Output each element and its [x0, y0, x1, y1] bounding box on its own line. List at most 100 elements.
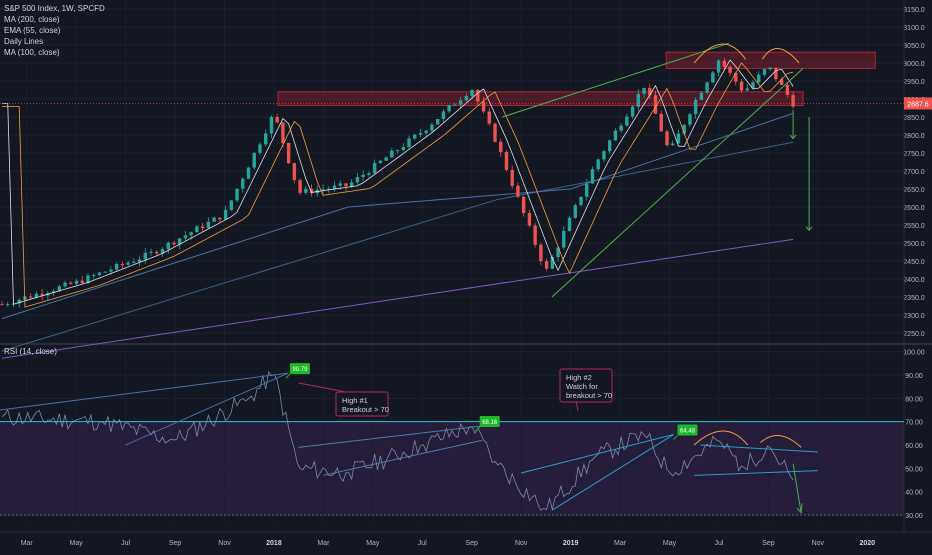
price-tick-label: 3000.0: [903, 61, 925, 68]
candle-body: [309, 188, 314, 194]
candle-body: [178, 238, 182, 245]
candle-body: [69, 282, 73, 284]
rsi-tick-label: 60.00: [905, 443, 923, 450]
price-tick-label: 3100.0: [903, 25, 925, 32]
time-tick-label: Jul: [714, 540, 723, 547]
rsi-peak-pointer: [285, 373, 291, 379]
time-tick-label: Nov: [218, 540, 231, 547]
candle-body: [378, 160, 383, 163]
ema55-line: [1, 112, 794, 320]
fast-ma-orange: [2, 62, 794, 308]
candle-body: [481, 101, 486, 112]
candle-body: [189, 232, 193, 236]
price-tick-label: 2300.0: [903, 313, 925, 320]
high2-callout-text: breakout > 70: [566, 391, 612, 400]
rsi-tick-label: 40.00: [905, 490, 923, 497]
pattern-arc-right: [761, 48, 800, 64]
candle-body: [149, 251, 153, 253]
legend-ma200: MA (200, close): [4, 15, 60, 24]
time-tick-label: May: [663, 540, 677, 547]
candle-body: [367, 173, 371, 175]
rsi-peak-pointer: [673, 435, 678, 440]
candle-body: [739, 81, 744, 91]
candle-body: [533, 225, 537, 245]
rsi-neckline: [694, 470, 818, 476]
candle-body: [126, 262, 130, 265]
candle-body: [338, 183, 342, 186]
candle-body: [183, 235, 188, 239]
candle-body: [212, 217, 216, 222]
candle-body: [521, 196, 526, 214]
candle-body: [510, 169, 514, 186]
rsi-peak-badge: [479, 415, 500, 427]
candle-body: [321, 189, 325, 191]
candle-body: [711, 72, 715, 83]
rsi-down-arrow: [792, 463, 802, 513]
legend-ma100: MA (100, close): [4, 48, 60, 57]
rsi-peak-badge: [677, 424, 698, 436]
candle-body: [682, 124, 686, 134]
candle-body: [401, 146, 405, 151]
short-projection-arrowhead: [789, 134, 797, 140]
candle-body: [413, 134, 417, 139]
candle-body: [435, 119, 440, 125]
candle-body: [28, 296, 33, 298]
candle-body: [218, 217, 222, 220]
candle-body: [246, 167, 251, 179]
high1-callout-box: [335, 391, 389, 417]
candle-body: [630, 106, 635, 117]
rsi-peak-label: 64.48: [680, 429, 696, 435]
candle-body: [458, 100, 463, 105]
candle-body: [304, 188, 308, 193]
candle-body: [470, 89, 474, 96]
price-tick-label: 2950.0: [903, 79, 925, 86]
candle-body: [785, 84, 790, 95]
candle-body: [349, 182, 354, 187]
candle-body: [653, 95, 658, 114]
rsi-trendline-1: [0, 372, 289, 411]
candle-body: [74, 280, 79, 284]
candle-body: [407, 138, 411, 147]
candle-body: [693, 99, 698, 115]
candle-body: [390, 150, 394, 158]
candle-body: [768, 67, 772, 70]
price-tick-label: 2400.0: [903, 277, 925, 284]
high1-callout-text: High #1: [342, 396, 368, 405]
time-tick-label: Mar: [317, 540, 330, 547]
candle-body: [751, 82, 755, 89]
time-tick-label: Mar: [21, 540, 34, 547]
rsi-tick-label: 50.00: [905, 466, 923, 473]
candle-body: [596, 159, 600, 170]
candle-body: [155, 251, 159, 254]
rsi-line: [1, 371, 794, 511]
candle-body: [642, 87, 646, 94]
candle-body: [361, 174, 365, 177]
rsi-peak-label: 90.79: [292, 367, 308, 373]
candle-body: [619, 125, 623, 131]
candle-body: [688, 114, 692, 125]
candle-body: [636, 93, 641, 107]
price-tick-label: 2500.0: [903, 241, 925, 248]
candle-body: [160, 249, 165, 254]
legend-ema55: EMA (55, close): [4, 26, 61, 35]
candle-body: [97, 272, 102, 276]
candle-body: [779, 79, 784, 85]
legend-symbol: S&P 500 Index, 1W, SPCFD: [4, 4, 105, 13]
candle-body: [109, 269, 113, 272]
candle-body: [607, 140, 612, 152]
candle-body: [252, 152, 256, 168]
candle-body: [269, 116, 274, 134]
candle-body: [774, 67, 778, 80]
rsi-upper-line: [700, 444, 818, 453]
rsi-peak-label: 68.16: [482, 420, 498, 426]
high2-callout-text: High #2: [566, 373, 592, 382]
candle-body: [705, 82, 709, 93]
current-price-label: 2887.6: [907, 101, 929, 108]
rsi-trendline-3: [521, 434, 674, 474]
candle-body: [63, 282, 67, 287]
candle-body: [137, 259, 142, 262]
legend-daily-lines: Daily Lines: [4, 37, 44, 46]
candle-body: [103, 271, 107, 273]
